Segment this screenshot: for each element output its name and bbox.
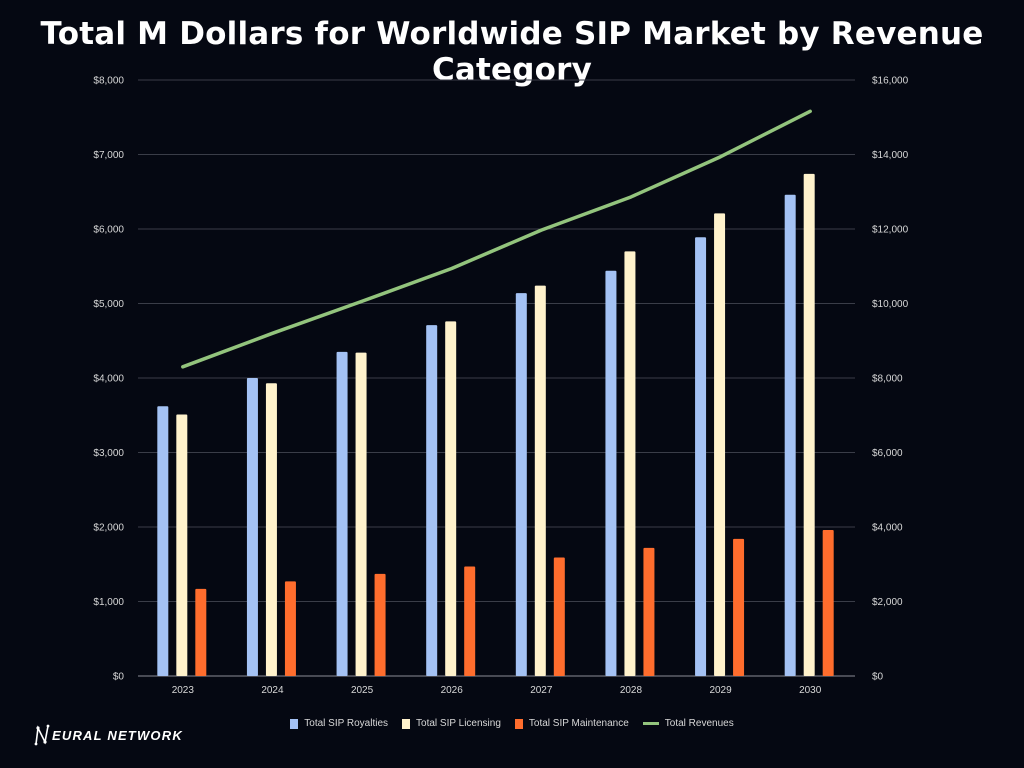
y-right-tick-label: $8,000 — [872, 374, 903, 385]
neural-network-logo: EURAL NETWORK — [34, 724, 183, 746]
y-left-tick-label: $8,000 — [93, 76, 124, 87]
neural-network-logo-icon — [34, 724, 50, 746]
legend-item-licensing[interactable]: Total SIP Licensing — [402, 718, 501, 729]
bar-total-sip-royalties — [336, 351, 348, 676]
bar-total-sip-maintenance — [553, 557, 565, 676]
legend-item-royalties[interactable]: Total SIP Royalties — [290, 718, 388, 729]
y-left-tick-label: $2,000 — [93, 523, 124, 534]
bar-total-sip-maintenance — [733, 538, 745, 676]
bar-total-sip-royalties — [515, 293, 527, 676]
bar-total-sip-licensing — [265, 383, 277, 676]
bar-total-sip-licensing — [624, 251, 636, 676]
chart-title: Total M Dollars for Worldwide SIP Market… — [40, 16, 984, 88]
bar-total-sip-licensing — [714, 213, 726, 677]
y-left-tick-label: $1,000 — [93, 597, 124, 608]
legend-swatch-maintenance — [514, 718, 523, 729]
bar-total-sip-maintenance — [464, 566, 476, 676]
chart-legend: Total SIP Royalties Total SIP Licensing … — [0, 718, 1024, 729]
bar-total-sip-royalties — [784, 194, 796, 677]
legend-label-maintenance: Total SIP Maintenance — [528, 718, 629, 729]
y-right-tick-label: $0 — [872, 672, 884, 683]
bar-total-sip-licensing — [803, 173, 815, 676]
y-left-tick-label: $0 — [113, 672, 125, 683]
y-right-tick-label: $12,000 — [872, 225, 909, 236]
legend-item-total-revenues[interactable]: Total Revenues — [642, 718, 734, 729]
y-left-tick-label: $7,000 — [93, 150, 124, 161]
x-tick-label: 2029 — [709, 685, 732, 696]
line-total-revenues — [181, 109, 812, 369]
legend-label-royalties: Total SIP Royalties — [304, 718, 389, 729]
legend-swatch-royalties — [290, 718, 299, 729]
y-right-tick-label: $10,000 — [872, 299, 909, 310]
y-right-tick-label: $16,000 — [872, 76, 909, 87]
x-tick-label: 2030 — [799, 685, 822, 696]
bar-total-sip-royalties — [157, 406, 169, 676]
x-tick-label: 2024 — [261, 685, 284, 696]
bar-total-sip-royalties — [605, 270, 617, 676]
bar-total-sip-maintenance — [284, 581, 296, 676]
bar-total-sip-maintenance — [195, 588, 207, 676]
y-left-tick-label: $4,000 — [93, 374, 124, 385]
bar-total-sip-royalties — [695, 237, 707, 676]
y-left-tick-label: $3,000 — [93, 448, 124, 459]
legend-label-total-revenues: Total Revenues — [664, 718, 734, 729]
y-right-tick-label: $14,000 — [872, 150, 909, 161]
bar-total-sip-maintenance — [643, 547, 655, 676]
bar-total-sip-royalties — [426, 325, 438, 676]
bar-total-sip-licensing — [176, 414, 188, 676]
legend-label-licensing: Total SIP Licensing — [416, 718, 501, 729]
y-right-tick-label: $4,000 — [872, 523, 903, 534]
x-tick-label: 2028 — [620, 685, 643, 696]
bar-total-sip-licensing — [534, 285, 546, 676]
x-tick-label: 2026 — [441, 685, 464, 696]
x-tick-label: 2027 — [530, 685, 553, 696]
bar-total-sip-licensing — [355, 352, 367, 676]
bar-total-sip-maintenance — [822, 529, 834, 676]
bar-total-sip-licensing — [445, 321, 457, 676]
neural-network-logo-text: EURAL NETWORK — [52, 727, 183, 743]
legend-item-maintenance[interactable]: Total SIP Maintenance — [514, 718, 629, 729]
y-right-tick-label: $6,000 — [872, 448, 903, 459]
x-tick-label: 2023 — [172, 685, 195, 696]
x-tick-label: 2025 — [351, 685, 374, 696]
legend-swatch-licensing — [402, 718, 411, 729]
y-left-tick-label: $5,000 — [93, 299, 124, 310]
bar-total-sip-maintenance — [374, 573, 386, 676]
bar-total-sip-royalties — [246, 378, 258, 676]
y-left-tick-label: $6,000 — [93, 225, 124, 236]
y-right-tick-label: $2,000 — [872, 597, 903, 608]
legend-swatch-total-revenues — [642, 722, 659, 725]
